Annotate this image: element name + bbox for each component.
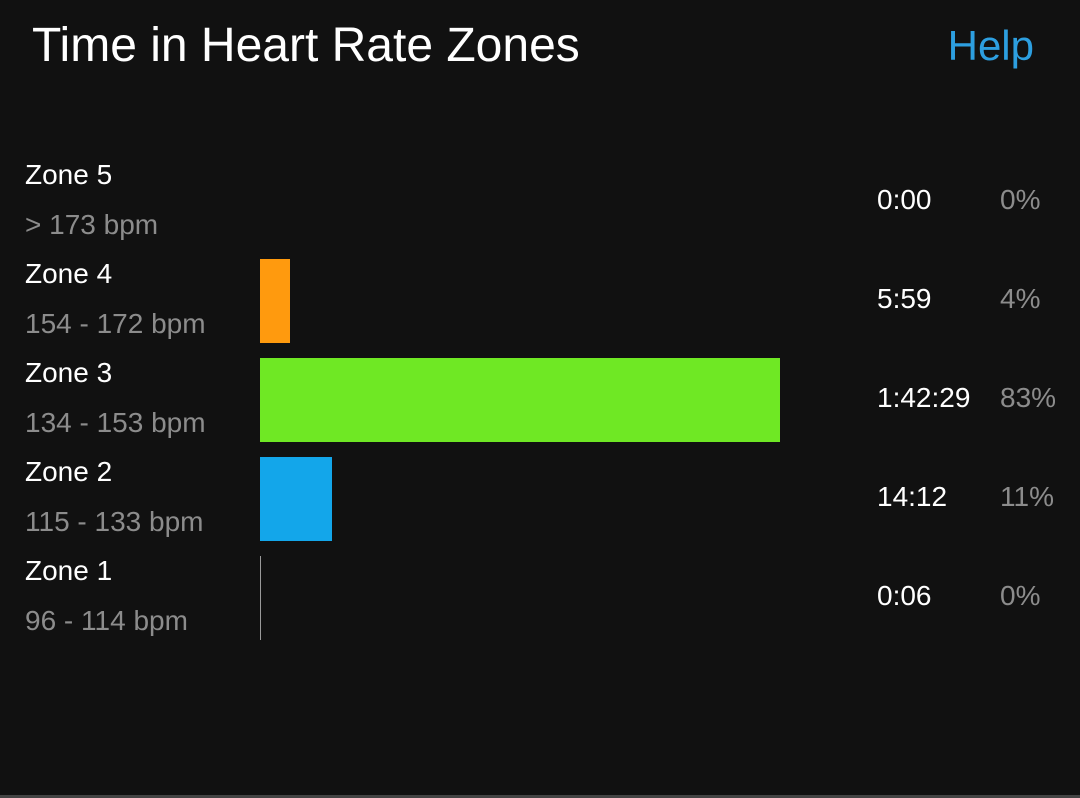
zone-row: Zone 1 96 - 114 bpm 0:06 0% — [0, 554, 1080, 653]
zone-time: 0:00 — [877, 184, 932, 215]
zone-name: Zone 4 — [25, 258, 113, 289]
zone-bpm-range: > 173 bpm — [25, 209, 159, 240]
zone-bar — [260, 259, 291, 343]
zone-percent: 0% — [1000, 580, 1041, 611]
zone-name: Zone 2 — [25, 456, 113, 487]
zone-bpm-range: 115 - 133 bpm — [25, 506, 204, 537]
zone-row: Zone 4 154 - 172 bpm 5:59 4% — [0, 257, 1080, 356]
zone-time: 5:59 — [877, 283, 932, 314]
zone-bpm-range: 134 - 153 bpm — [25, 407, 206, 438]
zone-row: Zone 2 115 - 133 bpm 14:12 11% — [0, 455, 1080, 554]
zone-bar — [260, 457, 333, 541]
zone-time: 14:12 — [877, 481, 948, 512]
zone-percent: 4% — [1000, 283, 1041, 314]
bottom-divider — [0, 795, 1080, 798]
zone-row: Zone 5 > 173 bpm 0:00 0% — [0, 158, 1080, 257]
zone-row: Zone 3 134 - 153 bpm 1:42:29 83% — [0, 356, 1080, 455]
zone-name: Zone 1 — [25, 555, 113, 586]
zone-time: 0:06 — [877, 580, 932, 611]
zone-name: Zone 5 — [25, 159, 113, 190]
zone-name: Zone 3 — [25, 357, 113, 388]
zone-percent: 83% — [1000, 382, 1057, 413]
zone-bar — [260, 358, 780, 442]
zone-percent: 0% — [1000, 184, 1041, 215]
page-title: Time in Heart Rate Zones — [32, 19, 580, 72]
zone-bar — [260, 556, 261, 640]
zone-percent: 11% — [1000, 481, 1054, 512]
zone-bpm-range: 154 - 172 bpm — [25, 308, 206, 339]
zone-time: 1:42:29 — [877, 382, 971, 413]
help-link[interactable]: Help — [947, 22, 1034, 69]
zone-bpm-range: 96 - 114 bpm — [25, 605, 188, 636]
